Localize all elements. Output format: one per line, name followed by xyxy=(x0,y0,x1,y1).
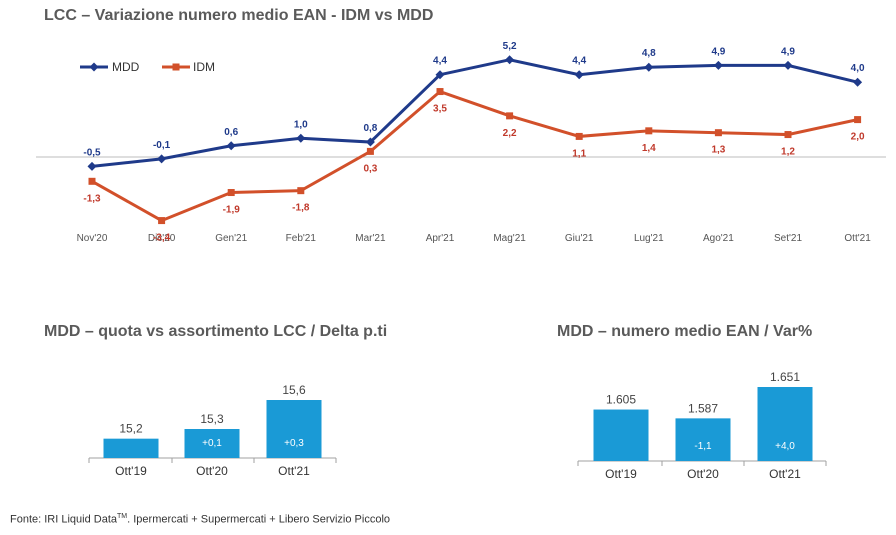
idm-data-label: 3,5 xyxy=(433,104,447,115)
mdd-data-label: -0,5 xyxy=(83,147,101,158)
mdd-point xyxy=(574,70,584,80)
mdd-data-label: 4,8 xyxy=(642,48,656,59)
x-tick-label: Ott'21 xyxy=(844,233,871,244)
quota-chart-title: MDD – quota vs assortimento LCC / Delta … xyxy=(44,323,388,340)
idm-point xyxy=(227,189,235,197)
mdd-data-label: 4,4 xyxy=(433,56,447,67)
quota-bar xyxy=(184,429,240,458)
quota-bar xyxy=(266,400,322,458)
mdd-point xyxy=(713,60,723,70)
source-note: Fonte: IRI Liquid DataTM. Ipermercati + … xyxy=(10,513,390,526)
idm-point xyxy=(714,129,722,137)
trademark-mark: TM xyxy=(117,513,128,520)
idm-series-line xyxy=(91,89,858,223)
ean-bar xyxy=(675,418,731,461)
mdd-data-label: 4,0 xyxy=(851,63,865,74)
idm-data-label: 1,2 xyxy=(781,147,795,158)
ean-category-label: Ott'19 xyxy=(605,467,637,481)
quota-category-label: Ott'20 xyxy=(196,464,228,478)
idm-data-label: -3,4 xyxy=(153,233,171,244)
x-tick-label: Giu'21 xyxy=(565,233,594,244)
idm-data-label: 1,3 xyxy=(711,145,725,156)
ean-value-label: 1.587 xyxy=(688,401,718,415)
ean-chart-title: MDD – numero medio EAN / Var% xyxy=(557,323,813,340)
mdd-data-label: 4,9 xyxy=(711,46,725,57)
idm-point xyxy=(784,131,792,139)
legend-mdd-marker xyxy=(89,62,99,72)
idm-data-label: 2,2 xyxy=(503,128,517,139)
ean-value-label: 1.605 xyxy=(606,393,636,407)
idm-data-label: 1,1 xyxy=(572,148,586,159)
quota-value-label: 15,3 xyxy=(200,412,224,426)
idm-point xyxy=(436,88,444,96)
legend-idm-marker xyxy=(172,63,180,71)
idm-point xyxy=(854,116,862,124)
ean-category-label: Ott'20 xyxy=(687,467,719,481)
idm-data-label: 2,0 xyxy=(851,132,865,143)
legend-mdd-label: MDD xyxy=(112,60,140,74)
quota-value-label: 15,2 xyxy=(119,422,143,436)
mdd-point xyxy=(365,137,375,147)
mdd-point xyxy=(644,62,654,72)
x-tick-label: Mag'21 xyxy=(493,233,526,244)
quota-bar xyxy=(103,438,159,458)
x-tick-label: Feb'21 xyxy=(286,233,317,244)
mdd-data-label: 1,0 xyxy=(294,119,308,130)
line-chart-title: LCC – Variazione numero medio EAN - IDM … xyxy=(44,7,434,24)
idm-data-label: -1,3 xyxy=(83,193,101,204)
quota-delta-label: +0,3 xyxy=(284,438,304,449)
x-tick-label: Nov'20 xyxy=(77,233,108,244)
mdd-point xyxy=(435,70,445,80)
quota-value-label: 15,6 xyxy=(282,383,306,397)
mdd-point xyxy=(296,133,306,143)
idm-point xyxy=(297,187,305,195)
idm-point xyxy=(506,112,514,120)
idm-point xyxy=(88,177,96,185)
idm-data-label: -1,8 xyxy=(292,203,310,214)
idm-data-label: 1,4 xyxy=(642,143,656,154)
x-tick-label: Ago'21 xyxy=(703,233,734,244)
mdd-point xyxy=(853,77,863,87)
ean-bar xyxy=(593,409,649,461)
mdd-data-label: 4,9 xyxy=(781,46,795,57)
x-tick-label: Dic'20 xyxy=(148,233,176,244)
x-tick-label: Mar'21 xyxy=(355,233,386,244)
ean-bar xyxy=(757,387,813,461)
x-tick-label: Apr'21 xyxy=(426,233,455,244)
idm-point xyxy=(645,127,653,135)
mdd-series-line xyxy=(91,58,858,168)
mdd-point xyxy=(783,60,793,70)
mdd-data-label: -0,1 xyxy=(153,140,171,151)
legend-idm-label: IDM xyxy=(193,60,215,74)
quota-delta-label: +0,1 xyxy=(202,438,222,449)
quota-category-label: Ott'19 xyxy=(115,464,147,478)
x-tick-label: Gen'21 xyxy=(215,233,247,244)
mdd-point xyxy=(87,161,97,171)
ean-category-label: Ott'21 xyxy=(769,467,801,481)
quota-category-label: Ott'21 xyxy=(278,464,310,478)
mdd-data-label: 0,6 xyxy=(224,127,238,138)
mdd-data-label: 5,2 xyxy=(503,41,517,52)
ean-delta-label: -1,1 xyxy=(694,441,712,452)
x-tick-label: Lug'21 xyxy=(634,233,664,244)
mdd-point xyxy=(226,141,236,151)
mdd-data-label: 4,4 xyxy=(572,56,586,67)
idm-data-label: 0,3 xyxy=(363,163,377,174)
mdd-point xyxy=(157,154,167,164)
idm-point xyxy=(158,217,166,225)
idm-point xyxy=(575,132,583,140)
mdd-data-label: 0,8 xyxy=(363,123,377,134)
idm-data-label: -1,9 xyxy=(223,205,241,216)
mdd-point xyxy=(505,55,515,65)
x-tick-label: Set'21 xyxy=(774,233,802,244)
idm-point xyxy=(366,147,374,155)
ean-value-label: 1.651 xyxy=(770,370,800,384)
source-suffix: . Ipermercati + Supermercati + Libero Se… xyxy=(127,513,391,526)
ean-delta-label: +4,0 xyxy=(775,441,795,452)
source-prefix: Fonte: IRI Liquid Data xyxy=(10,513,118,526)
